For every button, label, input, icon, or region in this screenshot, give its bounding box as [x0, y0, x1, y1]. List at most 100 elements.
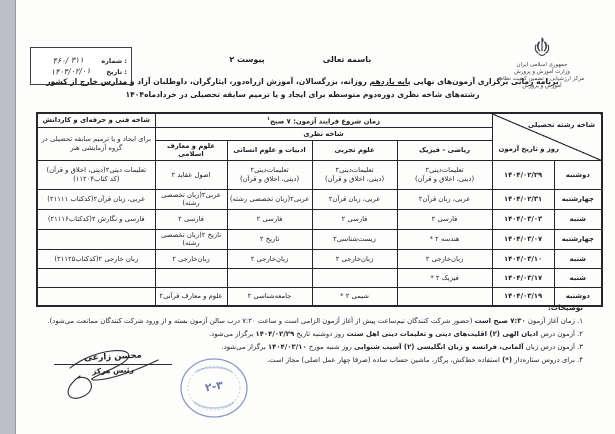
- exam-cell: عربی، زبان قرآن۲: [396, 188, 493, 210]
- signature-block: محسن زارعی رئیس مرکز: [48, 350, 178, 399]
- cell-line: زیست‌شناسی۲: [333, 235, 376, 244]
- table-row: دوشنبه ۱۴۰۴/۰۲/۲۹ تعلیمات‌دینی۲ (دینی، اخلا…: [36, 159, 603, 190]
- cell-line: تعلیمات‌دینی۲: [335, 166, 374, 175]
- cell-line: تاریخ ۲: [259, 235, 280, 244]
- signature-scribble-icon: [40, 346, 190, 410]
- cell-line: عربی۲(زبان تخصصی رشته): [229, 195, 310, 204]
- ref-date-label: تاریخ :: [106, 67, 127, 76]
- column-header: علوم تجربی: [311, 139, 398, 161]
- note-text: برگزار می‌شود.: [221, 343, 268, 351]
- note-emphasis: ۱۴۰۴/۰۲/۲۹: [255, 330, 295, 338]
- exam-cell: زبان‌خارجی ۲: [311, 248, 398, 269]
- ministry-text: جمهوری اسلامی ایران وزارت آموزش و پرورش مر…: [487, 62, 597, 90]
- note-text: ۱. زمان آغاز آزمون: [525, 317, 583, 325]
- fanni-exam-cell: [36, 228, 156, 250]
- day-cell: چهارشنبه: [553, 188, 603, 210]
- note-text: (حضور شرکت کنندگان نیم‌ساعت پیش از آغاز …: [47, 317, 475, 325]
- official-stamp: ۲-۳: [178, 356, 250, 420]
- cell-line: (دینی، اخلاق و قرآن): [414, 174, 475, 183]
- ref-number-label: شماره :: [101, 56, 127, 65]
- note-text: ۳. آزمون درس زبان: [523, 343, 583, 351]
- ref-number-row: شماره : ۴۶۰/ ۳۱۱: [35, 55, 127, 66]
- title-line-2: رشته‌های شاخه نظری دوره‌دوم متوسطه برای …: [125, 90, 480, 99]
- exam-cell: عربی۲(زبان تخصصی رشته): [226, 188, 313, 210]
- date-cell: ۱۴۰۴/۰۲/۳۱: [491, 188, 555, 210]
- cell-line: زبان‌خارجی ۲: [172, 254, 210, 263]
- ministry-text-line: وزارت آموزش و پرورش: [514, 69, 570, 75]
- column-header: علوم و معارف اسلامی: [154, 139, 228, 161]
- note-emphasis: (*): [502, 356, 512, 364]
- note-text: برگزار می‌شود.: [209, 330, 256, 338]
- grade-highlight: پایه یازدهم: [369, 77, 411, 86]
- exam-cell: هندسه ۲ *: [396, 228, 493, 250]
- notes-heading: توضیحات:: [547, 303, 583, 312]
- cell-line: عربی۲(زبان تخصصی رشته): [161, 190, 221, 208]
- reference-box: شماره : ۴۶۰/ ۳۱۱ تاریخ : ۱۴۰۴/۰۲/۰۱: [30, 47, 132, 85]
- diag-bottom-label: روز و تاریخ آزمون: [498, 145, 559, 154]
- ministry-text-line: آموزش و پرورش: [522, 83, 562, 89]
- fanni-exam-cell: [36, 286, 156, 307]
- fanni-note: برای ایجاد و یا ترمیم سابقه تحصیلی در گر…: [36, 126, 156, 161]
- date-cell: ۱۴۰۴/۰۳/۱۰: [491, 248, 555, 269]
- scan-edge-strip: [0, 0, 16, 434]
- cell-line: عربی، زبان قرآن۲: [418, 195, 471, 204]
- date-cell: ۱۴۰۴/۰۳/۰۳: [491, 208, 555, 230]
- cell-line: (دینی، اخلاق و قرآن): [239, 174, 300, 183]
- notes-section: توضیحات: ۱. زمان آغاز آزمون ۷:۳۰ صبح است…: [40, 303, 583, 367]
- cell-line: هندسه ۲ *: [429, 235, 460, 244]
- note-text: روز شنبه مورخ: [306, 343, 355, 351]
- note-emphasis: ادیان الهی (۲) اقلیت‌های دینی و تعلیمات …: [346, 330, 539, 338]
- start-time-header: زمان شروع فرایند آزمون: ۷ صبح۱: [154, 112, 493, 128]
- stamp-icon: [180, 358, 248, 418]
- exam-cell: فارسی ۲: [311, 208, 398, 230]
- note-emphasis: آلمانی، فرانسه و زبان انگلیسی (۲) آسیب ش…: [354, 343, 524, 351]
- day-cell: دوشنبه: [553, 286, 603, 307]
- exam-cell: زبان‌خارجی ۲: [154, 248, 228, 269]
- exam-cell: فیزیک ۲ *: [396, 267, 493, 288]
- exam-cell: زیست‌شناسی۲: [311, 228, 398, 250]
- ministry-text-line: جمهوری اسلامی ایران: [516, 62, 568, 68]
- exam-cell: [226, 267, 313, 288]
- cell-line: زبان‌خارجی ۲: [250, 254, 289, 263]
- exam-cell: تاریخ ۲: [226, 228, 313, 250]
- column-header: ادبیات و علوم انسانی: [226, 139, 313, 161]
- fanni-branch-header: شاخه فنی و حرفه‌ای و کاردانش: [36, 112, 156, 128]
- exam-cell: زبان‌خارجی ۲: [396, 248, 493, 269]
- cell-line: عربی، زبان قرآن۲: [328, 195, 381, 204]
- exam-cell: [311, 267, 398, 288]
- note-line: ۴. برای دروس ستاره‌دار (*) استفاده خط‌کش…: [40, 354, 583, 367]
- day-cell: شنبه: [553, 208, 603, 230]
- fanni-exam-cell: تعلیمات دینی۲(دینی، اخلاق و قرآن) (کد کتا…: [36, 159, 156, 190]
- day-cell: چهارشنبه: [553, 228, 603, 250]
- exam-cell: تاریخ ۲(زبان تخصصی رشته): [154, 228, 228, 250]
- exam-cell: عربی۲(زبان تخصصی رشته): [154, 188, 228, 210]
- note-text: ۲. آزمون درس: [538, 330, 583, 338]
- table-row: دوشنبه ۱۴۰۴/۰۳/۱۹ شیمی ۲ * جامعه‌شناسی ۲ علو…: [36, 286, 603, 307]
- letterhead: جمهوری اسلامی ایران وزارت آموزش و پرورش مر…: [487, 36, 597, 90]
- note-text: روز دوشنبه تاریخ: [294, 330, 347, 338]
- exam-cell: [396, 286, 493, 307]
- signature-rule: [54, 364, 172, 365]
- cell-line: تعلیمات دینی۲(دینی، اخلاق و قرآن): [46, 166, 147, 175]
- note-line: ۳. آزمون درس زبان آلمانی، فرانسه و زبان …: [40, 341, 583, 354]
- footnote-ref-1: ۱: [267, 116, 271, 122]
- cell-line: فارسی و نگارش ۲(کدکتاب۲۱۱۱۶): [47, 215, 145, 224]
- exam-cell: فارسی ۲: [154, 208, 228, 230]
- date-cell: ۱۴۰۴/۰۳/۱۹: [491, 286, 555, 307]
- exam-cell: جامعه‌شناسی ۲: [226, 286, 313, 307]
- ministry-text-line: مرکز ارزشیابی و تضمین کیفیت نظام: [499, 76, 585, 82]
- ref-number-value: ۴۶۰/ ۳۱۱: [52, 55, 84, 66]
- note-line: ۱. زمان آغاز آزمون ۷:۳۰ صبح است (حضور شر…: [40, 315, 583, 328]
- exam-cell: زبان‌خارجی ۲: [226, 248, 313, 269]
- diagonal-header-cell: شاخه رشته تحصیلی روز و تاریخ آزمون: [491, 112, 603, 161]
- cell-line: علوم و معارف قرآنی۲: [159, 292, 223, 301]
- cell-line: زبان‌خارجی ۲: [425, 254, 464, 263]
- day-cell: شنبه: [553, 267, 603, 288]
- iran-emblem-icon: [532, 36, 552, 62]
- exam-cell: فارسی ۲: [226, 208, 313, 230]
- column-header: ریاضی - فیزیک: [396, 139, 493, 161]
- date-cell: ۱۴۰۴/۰۲/۲۹: [491, 159, 555, 190]
- ref-date-row: تاریخ : ۱۴۰۴/۰۲/۰۱: [35, 66, 127, 76]
- cell-line: تاریخ ۲(زبان تخصصی رشته): [160, 230, 222, 248]
- title-line-1: برنامه زمانی برگزاری آزمون‌های نهایی پای…: [46, 77, 559, 86]
